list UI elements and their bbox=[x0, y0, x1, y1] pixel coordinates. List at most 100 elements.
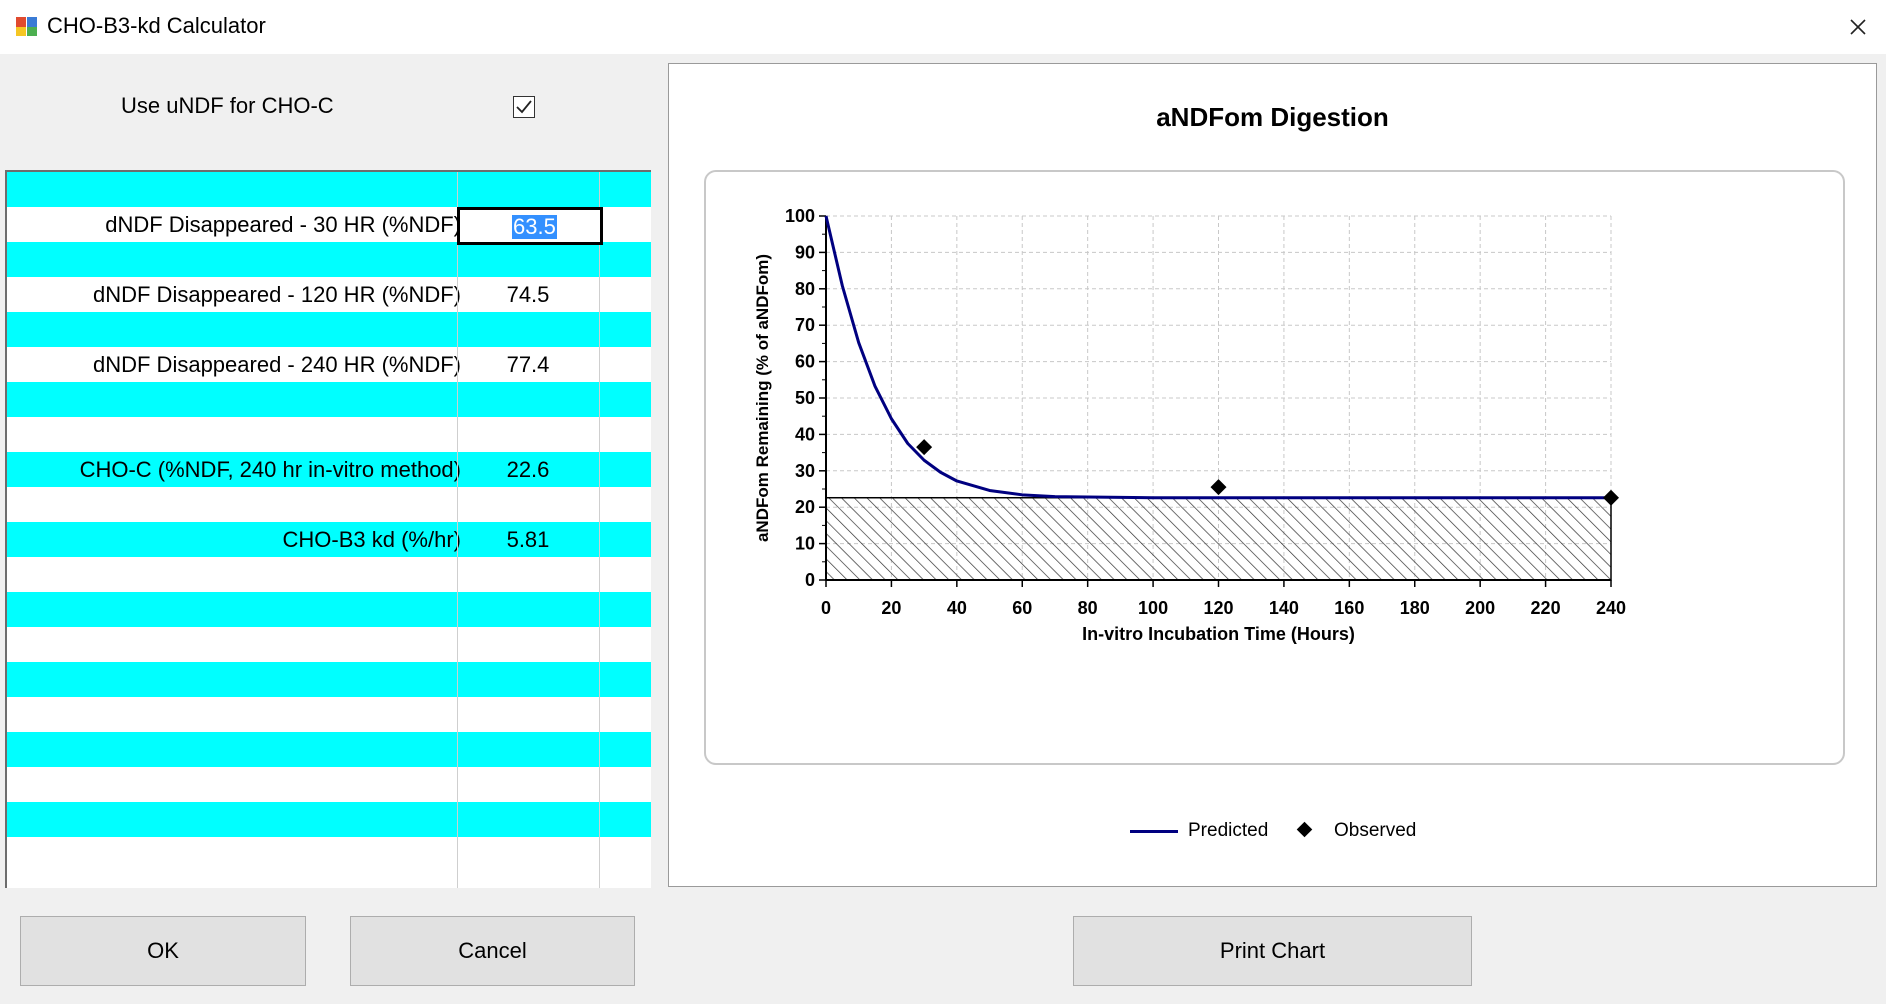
legend-predicted-label: Predicted bbox=[1188, 820, 1269, 841]
grid-row[interactable] bbox=[7, 837, 651, 872]
grid-row-label: CHO-B3 kd (%/hr) bbox=[282, 527, 461, 552]
x-tick-label: 40 bbox=[947, 598, 967, 618]
y-tick-label: 50 bbox=[795, 388, 815, 408]
grid-row[interactable] bbox=[7, 557, 651, 592]
grid-row-label: dNDF Disappeared - 30 HR (%NDF) bbox=[105, 212, 461, 237]
grid-row[interactable]: dNDF Disappeared - 120 HR (%NDF) 74.5 bbox=[7, 277, 651, 312]
grid-row[interactable]: CHO-B3 kd (%/hr) 5.81 bbox=[7, 522, 651, 557]
x-tick-label: 0 bbox=[821, 598, 831, 618]
grid-row[interactable] bbox=[7, 312, 651, 347]
legend-observed-label: Observed bbox=[1334, 820, 1417, 841]
x-tick-label: 120 bbox=[1203, 598, 1233, 618]
grid-row-value[interactable] bbox=[457, 312, 599, 347]
grid-row-value[interactable] bbox=[457, 802, 599, 837]
y-tick-label: 20 bbox=[795, 497, 815, 517]
grid-column-divider bbox=[457, 172, 458, 888]
grid-row-value[interactable] bbox=[457, 767, 599, 802]
x-tick-label: 80 bbox=[1078, 598, 1098, 618]
chart-svg: 0 20 40 60 80 100 120 140 160 180 200 220 240 0 10 20 30… bbox=[753, 206, 1626, 644]
observed-point bbox=[1210, 479, 1227, 496]
x-tick-label: 200 bbox=[1465, 598, 1495, 618]
cancel-button[interactable]: Cancel bbox=[350, 916, 635, 986]
grid-row-value[interactable] bbox=[457, 242, 599, 277]
y-tick-label: 30 bbox=[795, 461, 815, 481]
grid-row[interactable]: CHO-C (%NDF, 240 hr in-vitro method) 22.6 bbox=[7, 452, 651, 487]
y-tick-label: 70 bbox=[795, 315, 815, 335]
grid-column-divider bbox=[599, 172, 600, 888]
selected-value-text: 63.5 bbox=[512, 214, 557, 239]
chart-legend: Predicted Observed bbox=[669, 816, 1876, 846]
chart-panel: aNDFom Digestion 0 20 40 60 80 100 120 140 160 18… bbox=[668, 63, 1877, 887]
grid-row[interactable] bbox=[7, 767, 651, 802]
x-tick-label: 60 bbox=[1012, 598, 1032, 618]
y-tick-label: 100 bbox=[785, 206, 815, 226]
grid-row[interactable] bbox=[7, 732, 651, 767]
grid-row[interactable] bbox=[7, 382, 651, 417]
grid-row[interactable] bbox=[7, 487, 651, 522]
grid-row-value[interactable]: 5.81 bbox=[506, 527, 550, 552]
y-tick-label: 60 bbox=[795, 352, 815, 372]
grid-row-label: dNDF Disappeared - 240 HR (%NDF) bbox=[93, 352, 461, 377]
x-axis-label: In-vitro Incubation Time (Hours) bbox=[1082, 624, 1355, 644]
grid-row-value[interactable] bbox=[457, 417, 599, 452]
legend-predicted-line bbox=[1130, 830, 1178, 833]
grid-row[interactable] bbox=[7, 627, 651, 662]
x-tick-label: 180 bbox=[1400, 598, 1430, 618]
grid-row[interactable]: dNDF Disappeared - 30 HR (%NDF) bbox=[7, 207, 651, 242]
ok-button[interactable]: OK bbox=[20, 916, 306, 986]
y-tick-label: 90 bbox=[795, 242, 815, 262]
grid-row-value[interactable] bbox=[457, 662, 599, 697]
value-edit-input[interactable]: 63.5 bbox=[457, 207, 603, 245]
y-axis-label: aNDFom Remaining (% of aNDFom) bbox=[753, 254, 772, 542]
grid-row-label: dNDF Disappeared - 120 HR (%NDF) bbox=[93, 282, 461, 307]
title-bar: CHO-B3-kd Calculator bbox=[0, 0, 1886, 54]
x-tick-label: 160 bbox=[1334, 598, 1364, 618]
y-tick-label: 80 bbox=[795, 279, 815, 299]
grid-row-value[interactable]: 74.5 bbox=[506, 282, 550, 307]
use-undf-label: Use uNDF for CHO-C bbox=[121, 93, 334, 118]
close-button[interactable] bbox=[1830, 0, 1886, 54]
y-tick-label: 0 bbox=[805, 570, 815, 590]
chart-title: aNDFom Digestion bbox=[1156, 102, 1389, 132]
grid-row-value[interactable] bbox=[457, 627, 599, 662]
grid-row-value[interactable] bbox=[457, 557, 599, 592]
grid-row-value[interactable]: 22.6 bbox=[506, 457, 550, 482]
close-icon bbox=[1850, 19, 1866, 35]
observed-point bbox=[916, 439, 933, 456]
grid-row[interactable] bbox=[7, 242, 651, 277]
print-chart-button[interactable]: Print Chart bbox=[1073, 916, 1472, 986]
grid-row[interactable]: dNDF Disappeared - 240 HR (%NDF) 77.4 bbox=[7, 347, 651, 382]
x-tick-label: 220 bbox=[1531, 598, 1561, 618]
grid-row-value[interactable] bbox=[457, 697, 599, 732]
window-title: CHO-B3-kd Calculator bbox=[47, 13, 266, 38]
grid-row-value[interactable]: 77.4 bbox=[506, 352, 550, 377]
legend-observed-marker bbox=[1296, 821, 1313, 838]
grid-row-value[interactable] bbox=[457, 172, 599, 207]
grid-row-value[interactable] bbox=[457, 592, 599, 627]
grid-row-label: CHO-C (%NDF, 240 hr in-vitro method) bbox=[79, 457, 461, 482]
grid-row-value[interactable] bbox=[457, 382, 599, 417]
x-tick-label: 20 bbox=[881, 598, 901, 618]
grid-row[interactable] bbox=[7, 417, 651, 452]
grid-row[interactable] bbox=[7, 172, 651, 207]
grid-row[interactable] bbox=[7, 592, 651, 627]
x-tick-label: 140 bbox=[1269, 598, 1299, 618]
shaded-region bbox=[825, 496, 1612, 581]
observed-point bbox=[1603, 489, 1619, 506]
checkmark-icon bbox=[516, 100, 532, 114]
grid-row-value[interactable] bbox=[457, 487, 599, 522]
data-grid[interactable]: CHO-B3 kd (%/hr) 5.81 CHO-C (%NDF, 240 hr … bbox=[5, 170, 651, 888]
grid-row[interactable] bbox=[7, 697, 651, 732]
y-tick-label: 10 bbox=[795, 534, 815, 554]
predicted-series-line bbox=[824, 215, 1611, 500]
plot-frame: 0 20 40 60 80 100 120 140 160 180 200 220 240 0 10 20 30… bbox=[704, 170, 1845, 765]
x-tick-label: 100 bbox=[1138, 598, 1168, 618]
grid-row-value[interactable] bbox=[457, 837, 599, 872]
use-undf-checkbox[interactable] bbox=[513, 96, 535, 118]
grid-row[interactable] bbox=[7, 662, 651, 697]
app-icon bbox=[16, 17, 37, 36]
y-tick-label: 40 bbox=[795, 424, 815, 444]
x-tick-label: 240 bbox=[1596, 598, 1626, 618]
grid-row-value[interactable] bbox=[457, 732, 599, 767]
grid-row[interactable] bbox=[7, 802, 651, 837]
